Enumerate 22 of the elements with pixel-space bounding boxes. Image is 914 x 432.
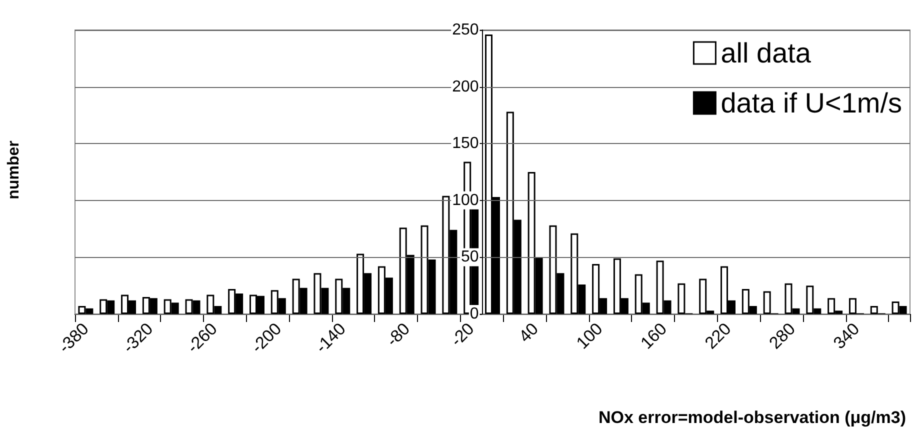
x-tick-label: -80 <box>382 319 414 350</box>
legend-label: all data <box>720 38 812 68</box>
y-tick-label: 200 <box>452 78 479 96</box>
x-tick-label: 100 <box>572 319 606 353</box>
y-axis-title: number <box>6 140 22 200</box>
x-tick-label: -380 <box>54 319 92 357</box>
x-axis-title: NOx error=model-observation (μg/m3) <box>598 408 906 427</box>
y-tick-label: 50 <box>461 248 479 266</box>
x-tick-label: -260 <box>183 319 221 357</box>
y-tick-label: 0 <box>470 306 479 322</box>
x-tick-label: 220 <box>701 319 735 353</box>
x-tick-label: 40 <box>515 319 542 346</box>
x-tick-label: -140 <box>312 319 350 357</box>
y-tick-label: 100 <box>452 192 479 209</box>
y-tick-label: 250 <box>452 22 479 38</box>
x-tick-label: 340 <box>830 319 864 353</box>
legend-label: data if U<1m/s <box>720 88 902 118</box>
x-tick-label: 160 <box>637 319 670 353</box>
x-tick-label: -320 <box>119 319 157 357</box>
y-tick-label: 150 <box>452 135 479 152</box>
x-tick-label: 280 <box>765 319 799 353</box>
x-tick-label: -200 <box>248 319 286 357</box>
